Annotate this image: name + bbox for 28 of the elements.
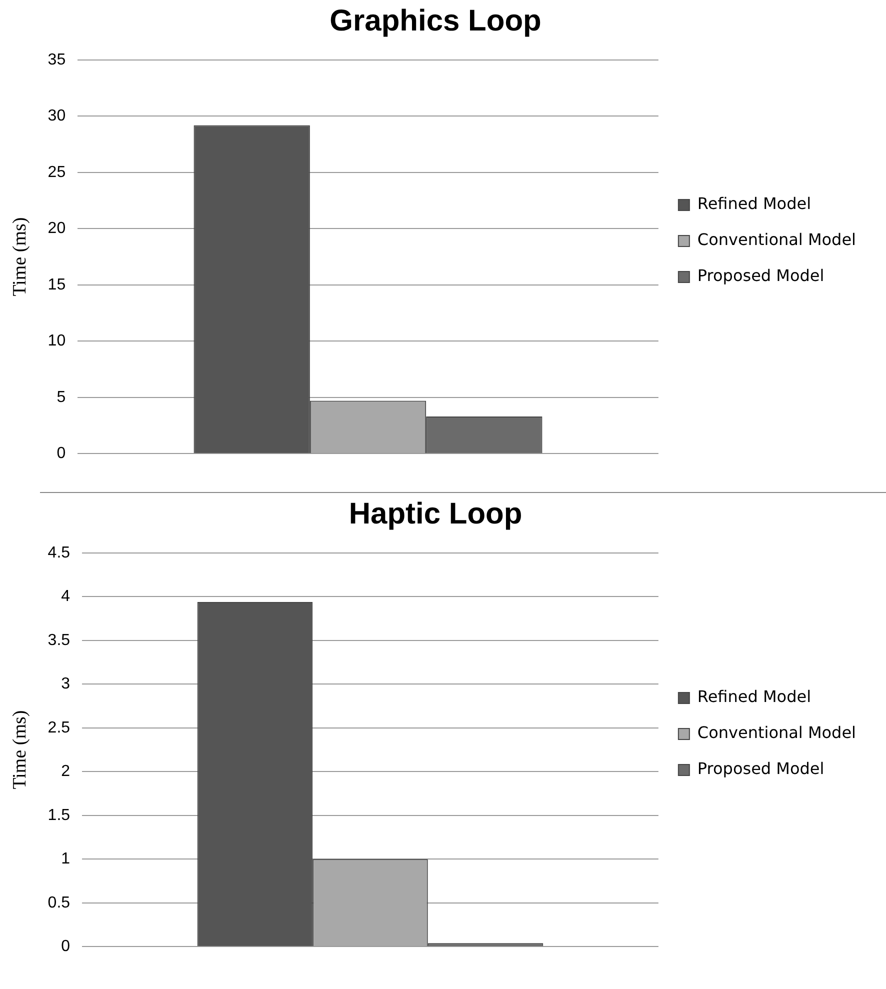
y-tick-label: 15 [48, 276, 66, 294]
y-tick-label: 10 [48, 332, 66, 350]
y-tick-label: 3.5 [48, 632, 70, 649]
y-tick-label: 35 [48, 51, 66, 68]
legend-label: Proposed Model [697, 759, 824, 778]
y-tick-label: 30 [48, 108, 66, 125]
y-axis-title: Time (ms) [9, 217, 30, 296]
y-axis-title: Time (ms) [9, 710, 30, 790]
y-tick-label: 1.5 [48, 806, 70, 824]
y-tick-label: 1 [61, 850, 70, 868]
y-tick-label: 0 [61, 938, 70, 956]
y-tick-label: 25 [48, 164, 66, 181]
y-tick-label: 20 [48, 220, 66, 238]
legend-label: Proposed Model [697, 266, 824, 286]
legend-label: Refined Model [697, 687, 812, 706]
chart-title: Graphics Loop [330, 4, 542, 38]
y-tick-label: 4.5 [48, 544, 70, 562]
y-tick-label: 4 [61, 588, 70, 606]
legend-label: Refined Model [697, 194, 812, 214]
y-tick-label: 0.5 [48, 894, 70, 912]
y-tick-label: 3 [61, 676, 70, 693]
legend-label: Conventional Model [697, 723, 856, 742]
y-tick-label: 2 [61, 763, 70, 780]
y-tick-label: 0 [56, 445, 66, 462]
legend-label: Conventional Model [697, 230, 856, 250]
y-tick-label: 2.5 [48, 719, 70, 736]
y-tick-label: 5 [56, 388, 66, 406]
chart-title: Haptic Loop [348, 497, 522, 530]
